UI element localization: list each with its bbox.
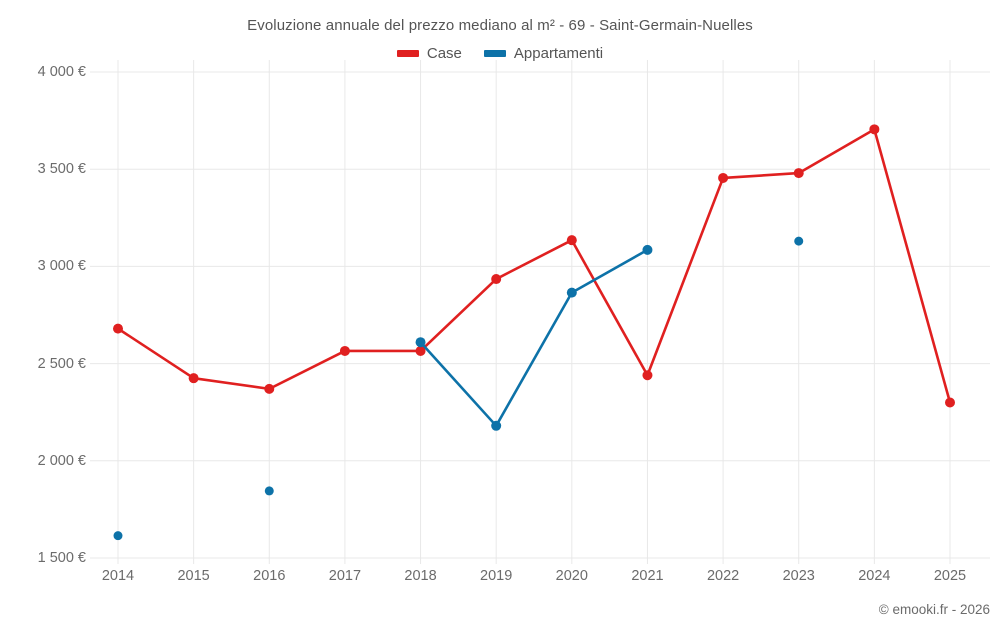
data-point[interactable] (491, 274, 502, 285)
series-line-appartamenti (419, 248, 649, 428)
data-point[interactable] (869, 124, 880, 135)
chart-title: Evoluzione annuale del prezzo mediano al… (247, 17, 753, 34)
data-point[interactable] (339, 345, 350, 356)
data-point[interactable] (188, 373, 199, 384)
data-point[interactable] (566, 287, 577, 298)
x-tick-label: 2025 (933, 568, 967, 584)
data-point[interactable] (718, 172, 729, 183)
legend-label-appartamenti: Appartamenti (513, 45, 604, 62)
legend-item-case[interactable]: Case (396, 45, 462, 62)
x-tick-label: 2021 (631, 568, 664, 584)
data-point[interactable] (566, 235, 577, 246)
x-tick-label: 2014 (101, 568, 135, 584)
x-tick-label: 2022 (706, 568, 740, 584)
x-tick-label: 2015 (177, 568, 210, 584)
x-tick-label: 2017 (328, 568, 362, 584)
data-point[interactable] (113, 531, 123, 541)
data-point[interactable] (642, 370, 653, 381)
legend-swatch-appartamenti (483, 50, 506, 57)
data-point[interactable] (793, 168, 804, 179)
y-tick-label: 3 000 € (37, 258, 86, 275)
data-point[interactable] (642, 244, 653, 255)
y-tick-label: 2 000 € (37, 452, 86, 469)
x-tick-label: 2023 (782, 568, 815, 584)
data-point[interactable] (264, 486, 274, 496)
legend-swatch-case (396, 50, 419, 57)
data-point[interactable] (264, 383, 275, 394)
data-point[interactable] (794, 236, 804, 246)
data-point[interactable] (415, 345, 426, 356)
y-tick-label: 3 500 € (37, 161, 86, 178)
x-tick-label: 2019 (480, 568, 513, 584)
y-tick-label: 1 500 € (37, 550, 86, 566)
copyright-credit: © emooki.fr - 2026 (878, 602, 990, 617)
data-point[interactable] (113, 323, 123, 334)
chart-legend: Case Appartamenti (0, 45, 1000, 62)
x-tick-label: 2018 (404, 568, 437, 584)
y-axis: 1 500 € 2 000 € 2 500 € 3 000 € 3 500 € 4 000… (0, 0, 86, 625)
legend-item-appartamenti[interactable]: Appartamenti (483, 45, 604, 62)
legend-label-case: Case (426, 45, 462, 62)
y-tick-label: 4 000 € (37, 64, 86, 80)
data-point[interactable] (491, 420, 502, 431)
x-tick-label: 2024 (858, 568, 891, 584)
data-point[interactable] (415, 337, 426, 348)
y-tick-label: 2 500 € (37, 355, 86, 372)
data-point[interactable] (945, 397, 955, 408)
x-tick-label: 2020 (555, 568, 588, 584)
series-line-case (116, 128, 952, 404)
x-tick-label: 2016 (253, 568, 286, 584)
